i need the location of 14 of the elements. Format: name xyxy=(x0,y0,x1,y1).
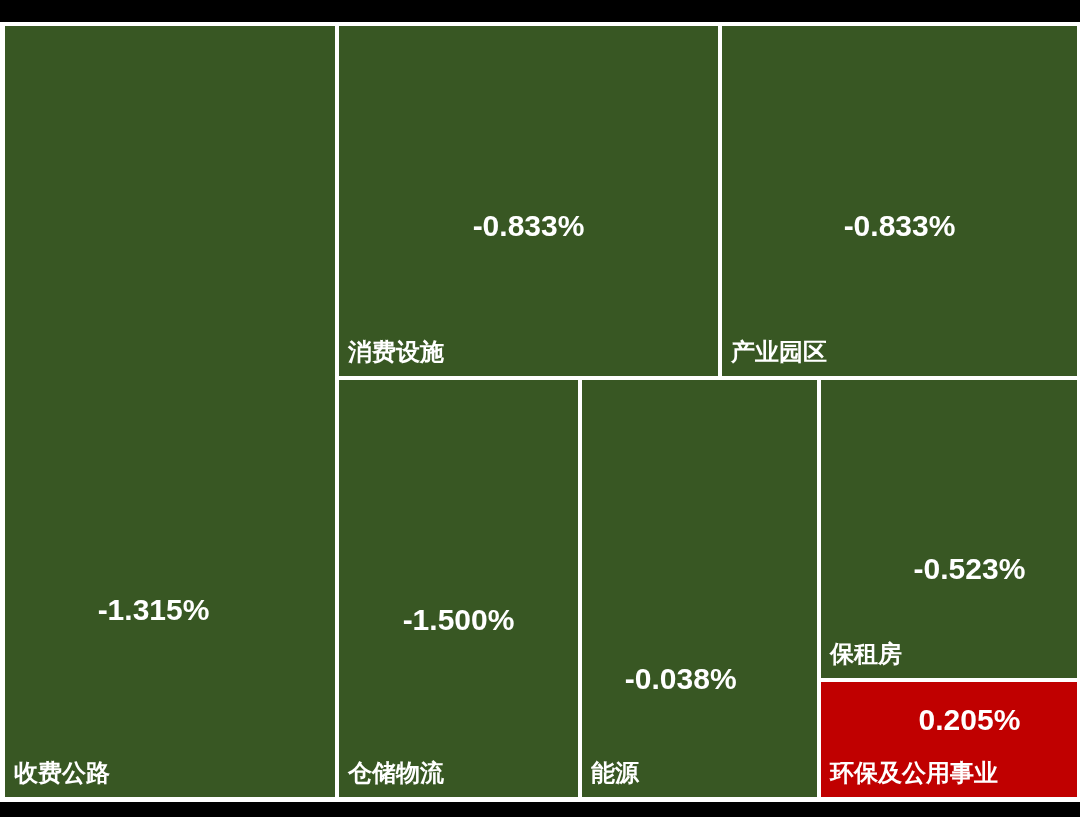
data-label: 0.205% xyxy=(918,703,1021,737)
category-label: 保租房 xyxy=(829,640,902,668)
category-label: 环保及公用事业 xyxy=(829,759,998,787)
data-label: -0.038% xyxy=(624,661,737,695)
data-label: -0.833% xyxy=(843,209,956,243)
data-label: -1.500% xyxy=(402,603,515,637)
category-label: 收费公路 xyxy=(14,759,110,787)
data-label: -0.523% xyxy=(913,551,1026,585)
category-label: 产业园区 xyxy=(730,338,827,366)
category-label: 仓储物流 xyxy=(347,759,445,787)
category-label: 能源 xyxy=(591,759,640,787)
data-label: -1.315% xyxy=(97,593,210,627)
data-label: -0.833% xyxy=(472,209,585,243)
category-label: 消费设施 xyxy=(347,338,444,366)
